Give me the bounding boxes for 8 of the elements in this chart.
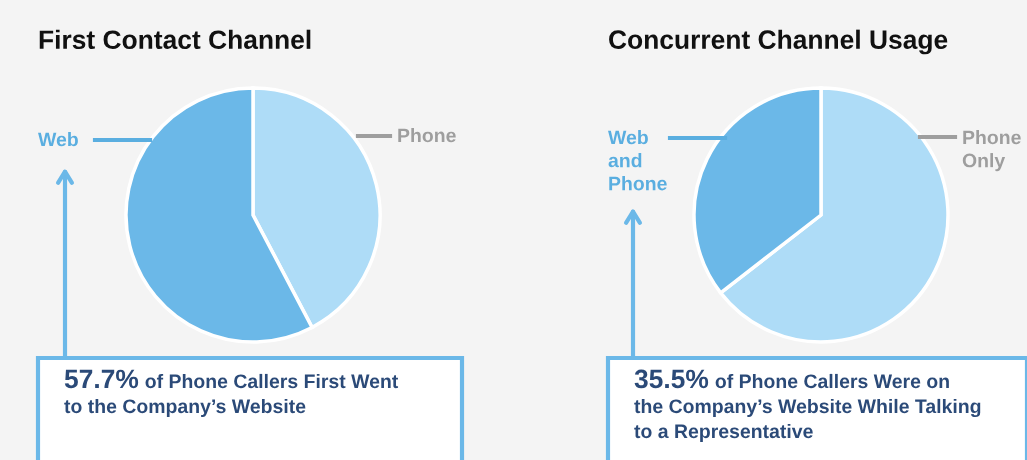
slice-label: Phone [398,128,456,143]
text: 57.7% of Phone Callers First Went to the Company’s Website [64,369,399,418]
slice-label: Web [38,132,78,147]
slice-label: Web and Phone [608,130,667,191]
slice-label: Phone Only [962,130,1021,172]
text: 35.5% of Phone Callers Were on the Company’s Website While Talking to a Representative [634,369,981,443]
chart-title: First Contact Channel [39,29,311,50]
chart-title: Concurrent Channel Usage [609,29,948,55]
